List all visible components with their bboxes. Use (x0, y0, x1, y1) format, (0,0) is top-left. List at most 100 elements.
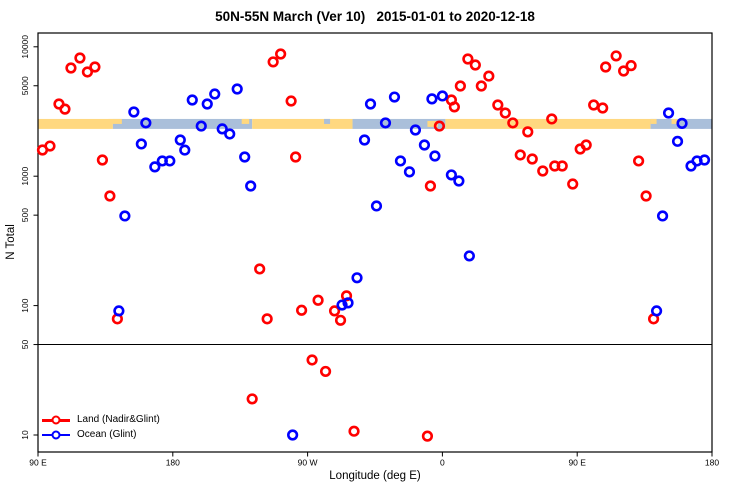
data-point-land (59, 103, 71, 115)
data-point-ocean (179, 144, 191, 156)
data-point-land (340, 290, 353, 302)
data-point-land (499, 107, 511, 119)
data-point-land (312, 294, 324, 306)
ocean-marker-circle (51, 430, 61, 440)
data-point-ocean (662, 107, 675, 119)
data-point-land (483, 70, 495, 82)
data-point-land (574, 143, 586, 155)
data-point-ocean (403, 166, 416, 178)
ocean-marker-icon (42, 429, 70, 441)
data-point-ocean (113, 305, 125, 317)
data-point-land (454, 80, 466, 92)
data-point-land (475, 80, 487, 92)
y-axis-tick-label: 10000 (20, 35, 30, 59)
data-point-land (261, 313, 273, 325)
y-axis-tick-label: 1000 (20, 166, 30, 185)
data-point-land (81, 66, 94, 78)
data-point-land (492, 99, 504, 111)
data-point-ocean (201, 98, 213, 110)
legend-label-land: Land (Nadir&Glint) (77, 414, 160, 426)
x-axis-tick-label: 180 (166, 458, 180, 468)
data-point-land (526, 153, 538, 165)
land-ocean-strip-speckle (241, 118, 250, 124)
data-point-land (421, 430, 434, 442)
land-ocean-strip-segment-land (38, 118, 113, 129)
data-point-ocean (650, 305, 663, 317)
y-axis-tick-label: 50 (20, 340, 30, 350)
legend-item-ocean: Ocean (Glint) (42, 428, 160, 443)
data-point-ocean (436, 90, 449, 102)
data-point-ocean (426, 93, 438, 105)
data-point-land (640, 190, 652, 202)
land-ocean-strip-speckle (650, 118, 657, 124)
land-ocean-strip-segment-land (445, 118, 651, 129)
data-point-land (556, 160, 568, 172)
data-point-ocean (445, 169, 457, 181)
data-point-ocean (370, 200, 383, 212)
data-point-ocean (418, 139, 431, 151)
data-point-ocean (388, 91, 401, 103)
chart-title: 50N-55N March (Ver 10) 2015-01-01 to 202… (215, 9, 535, 24)
data-point-land (588, 99, 600, 111)
data-point-land (610, 50, 622, 62)
x-axis-title: Longitude (deg E) (329, 470, 421, 482)
data-point-ocean (209, 88, 221, 100)
data-point-ocean (128, 106, 140, 118)
plot-box (37, 32, 713, 453)
y-axis-title: N Total (5, 224, 17, 260)
data-point-ocean (186, 94, 198, 106)
data-point-land (65, 62, 77, 74)
y-axis-tick-label: 500 (20, 208, 30, 222)
data-point-land (507, 117, 519, 129)
land-marker-circle (51, 415, 61, 425)
data-point-ocean (239, 151, 251, 163)
data-point-land (319, 365, 332, 378)
data-point-land (537, 165, 549, 177)
land-ocean-strip-speckle (324, 118, 331, 124)
data-point-land (328, 305, 341, 317)
data-point-land (633, 155, 645, 167)
data-point-land (290, 151, 302, 163)
data-point-land (246, 393, 258, 405)
data-point-ocean (336, 299, 348, 311)
y-axis-tick-label: 5000 (20, 76, 30, 95)
data-point-ocean (671, 135, 684, 147)
land-ocean-strip-segment-ocean (112, 118, 253, 129)
data-point-ocean (195, 120, 207, 132)
legend: Land (Nadir&Glint) Ocean (Glint) (42, 413, 160, 442)
x-axis-tick-label: 180 (705, 458, 719, 468)
data-point-land (296, 304, 308, 316)
data-point-land (424, 180, 437, 192)
data-point-land (597, 102, 609, 114)
land-ocean-strip-speckle (108, 118, 122, 124)
data-point-land (44, 140, 56, 152)
data-point-land (306, 354, 318, 366)
data-point-ocean (119, 210, 131, 222)
legend-item-land: Land (Nadir&Glint) (42, 413, 160, 428)
data-point-land (348, 425, 360, 437)
data-point-ocean (429, 150, 441, 162)
data-point-land (96, 154, 109, 166)
data-point-ocean (453, 175, 465, 187)
data-point-land (522, 126, 534, 138)
data-point-ocean (698, 154, 711, 166)
x-axis-tick-label: 90 E (568, 458, 586, 468)
data-point-land (89, 61, 101, 73)
y-axis-tick-label: 100 (20, 298, 30, 312)
y-axis-tick-label: 10 (20, 430, 30, 440)
data-point-ocean (676, 117, 688, 129)
data-point-ocean (351, 272, 363, 284)
data-point-ocean (364, 98, 377, 110)
data-point-land (254, 263, 266, 275)
data-point-ocean (287, 429, 299, 441)
data-point-ocean (231, 83, 243, 95)
data-point-land (600, 61, 612, 73)
x-axis-tick-label: 0 (440, 458, 445, 468)
data-point-ocean (358, 134, 371, 146)
land-ocean-strip-segment-land (252, 118, 353, 129)
data-point-land (546, 113, 558, 125)
data-point-ocean (174, 134, 186, 146)
data-point-ocean (245, 180, 257, 192)
